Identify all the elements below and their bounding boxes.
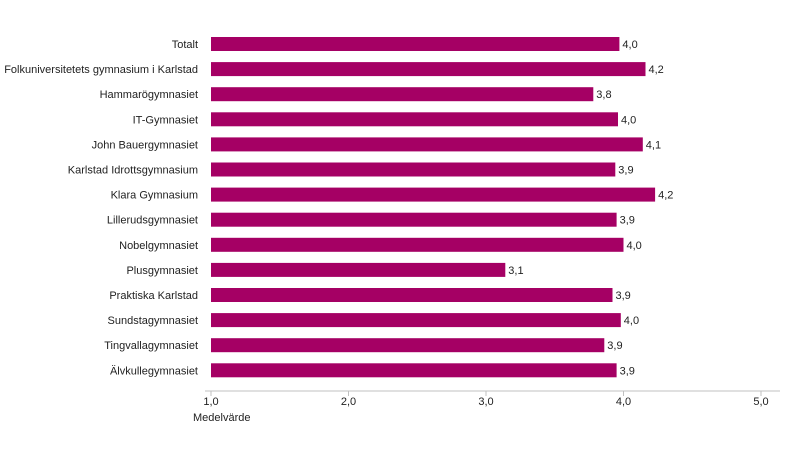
value-label: 4,0 bbox=[621, 114, 636, 126]
category-label: Lillerudsgymnasiet bbox=[107, 215, 198, 227]
value-label: 3,8 bbox=[596, 89, 611, 101]
value-label: 4,2 bbox=[658, 190, 673, 202]
category-label: John Bauergymnasiet bbox=[92, 139, 198, 151]
x-tick-label: 5,0 bbox=[753, 396, 768, 408]
value-label: 3,9 bbox=[620, 215, 635, 227]
category-label: Älvkullegymnasiet bbox=[110, 365, 198, 377]
bar bbox=[211, 162, 616, 177]
value-label: 4,1 bbox=[646, 139, 661, 151]
bar bbox=[211, 112, 618, 127]
category-label: Klara Gymnasium bbox=[111, 190, 198, 202]
value-label: 3,9 bbox=[620, 365, 635, 377]
bar bbox=[211, 37, 620, 51]
bar bbox=[211, 237, 624, 252]
value-label: 4,0 bbox=[624, 315, 639, 327]
bar bbox=[211, 87, 594, 102]
bar bbox=[211, 137, 643, 152]
bar bbox=[211, 62, 646, 77]
category-labels: Totalt Folkuniversitetets gymnasium i Kar… bbox=[4, 39, 198, 377]
category-label: Nobelgymnasiet bbox=[119, 240, 198, 252]
value-label: 4,0 bbox=[627, 240, 642, 252]
bar bbox=[211, 363, 617, 378]
x-tick-label: 2,0 bbox=[341, 396, 356, 408]
category-label: Totalt bbox=[172, 39, 198, 51]
x-axis-title: Medelvärde bbox=[193, 412, 250, 424]
bar bbox=[211, 313, 621, 328]
bar bbox=[211, 288, 613, 302]
value-label: 4,2 bbox=[649, 64, 664, 76]
bar bbox=[211, 338, 605, 353]
bar bbox=[211, 212, 617, 227]
category-label: Karlstad Idrottsgymnasium bbox=[68, 165, 198, 177]
category-label: Praktiska Karlstad bbox=[109, 290, 198, 302]
value-label: 3,9 bbox=[618, 165, 633, 177]
value-label: 3,9 bbox=[607, 340, 622, 352]
x-tick-label: 3,0 bbox=[478, 396, 493, 408]
category-label: Hammarögymnasiet bbox=[100, 89, 198, 101]
x-tick-label: 4,0 bbox=[616, 396, 631, 408]
value-label: 4,0 bbox=[622, 39, 637, 51]
bar bbox=[211, 187, 656, 202]
bar bbox=[211, 262, 506, 277]
x-axis: 1,0 2,0 3,0 4,0 5,0 bbox=[203, 390, 780, 408]
x-tick-label: 1,0 bbox=[203, 396, 218, 408]
bars-layer bbox=[211, 37, 656, 378]
value-label: 3,9 bbox=[616, 290, 631, 302]
value-label: 3,1 bbox=[508, 265, 523, 277]
category-label: Tingvallagymnasiet bbox=[104, 340, 198, 352]
category-label: Sundstagymnasiet bbox=[108, 315, 199, 327]
category-label: Folkuniversitetets gymnasium i Karlstad bbox=[4, 64, 198, 76]
category-label: Plusgymnasiet bbox=[126, 265, 198, 277]
value-labels: 4,0 4,2 3,8 4,0 4,1 3,9 4,2 3,9 4,0 3,1 3,9 4,0 3,9 3… bbox=[508, 39, 673, 377]
category-label: IT-Gymnasiet bbox=[133, 114, 198, 126]
